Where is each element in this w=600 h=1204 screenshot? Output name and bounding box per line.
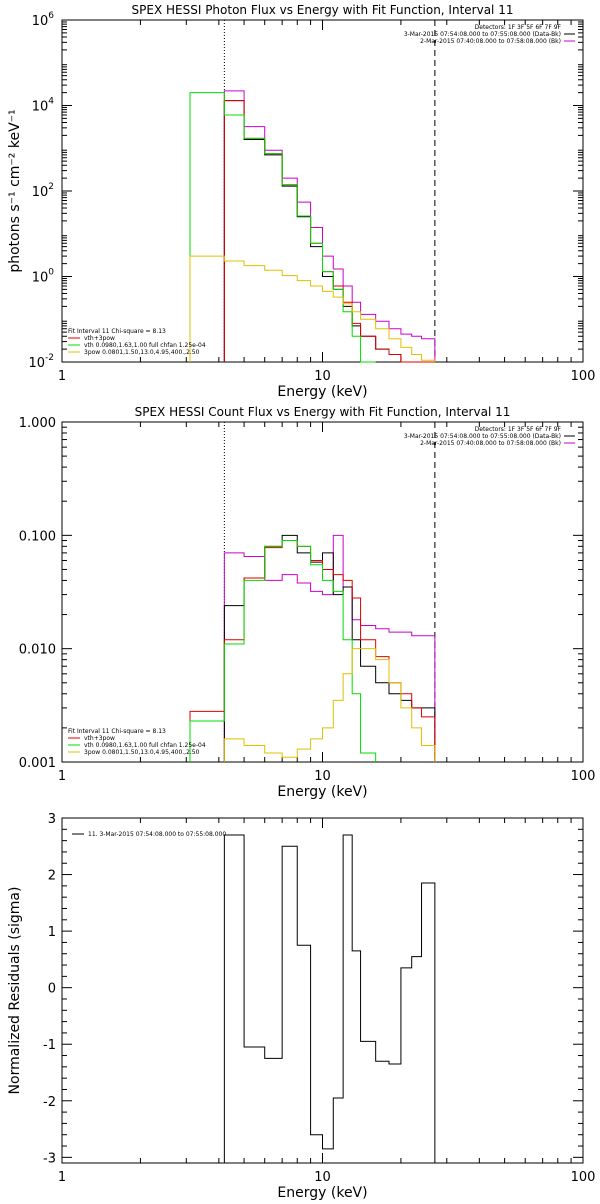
x-tick-label: 1 [58,369,66,384]
series-background-line [223,534,436,762]
panel-photon: SPEX HESSI Photon Flux vs Energy with Fi… [7,3,595,400]
series-background-line [223,90,436,362]
series-vth_spow-line [189,540,436,762]
y-tick-label: 2 [48,869,56,884]
legend-fit-entry: Fit Interval 11 Chi-square = 8.13 [68,328,166,335]
legend-interval-entry: 11. 3-Mar-2015 07:54:08.000 to 07:55:08.… [88,831,226,838]
y-tick-base: 10 [32,185,49,200]
y-tick-label: -1 [43,1038,56,1053]
legend-top-entry: Detectors: 1F 3F 5F 6F 7F 9F [475,426,562,433]
y-tick-label: 0.010 [19,643,56,658]
x-tick-label: 1 [58,1170,66,1185]
legend-top-entry: 2-Mar-2015 07:40:08.000 to 07:58:08.000 … [420,440,561,447]
y-tick-label: 3 [48,812,56,827]
y-tick-label: 0.001 [19,756,56,771]
series-spow-line [189,255,436,362]
x-tick-label: 10 [314,369,331,384]
legend-fit-entry: vth 0.0980,1.63,1.00 full chfan 1.25e-04 [84,342,206,349]
y-tick-base: 10 [32,14,49,29]
x-tick-label: 1 [58,769,66,784]
y-axis-label: Normalized Residuals (sigma) [7,887,23,1095]
y-tick-label: 1.000 [19,416,56,431]
y-tick-label: 1 [48,925,56,940]
series-vth-line [189,92,376,363]
x-tick-label: 100 [571,769,596,784]
y-tick-base: 10 [28,356,45,371]
y-tick-label: 0 [48,982,56,997]
panel-count: SPEX HESSI Count Flux vs Energy with Fit… [19,405,596,800]
x-tick-label: 100 [571,369,596,384]
series-vth-line [189,540,377,762]
legend-fit-entry: Fit Interval 11 Chi-square = 8.13 [68,728,166,735]
x-tick-label: 10 [314,769,331,784]
y-tick-label: 0.100 [19,529,56,544]
y-axis-label: photons s⁻¹ cm⁻² keV⁻¹ [7,109,23,272]
plot-frame [61,817,584,1164]
legend-fit-entry: vth+3pow [84,735,115,742]
series-spow-line [223,648,436,762]
legend-top-entry: 2-Mar-2015 07:40:08.000 to 07:58:08.000 … [420,38,561,45]
legend-top-entry: 3-Mar-2015 07:54:08.000 to 07:55:08.000 … [404,31,561,38]
chart-title: SPEX HESSI Photon Flux vs Energy with Fi… [132,3,514,17]
y-tick-label: 104 [32,97,55,115]
panel-residuals: 1 10 100 -3 -2 -1 0 1 2 3 Energy (keV) Normalized R… [7,812,596,1201]
y-tick-exponent: 4 [48,97,54,107]
legend-fit-entry: 3pow 0.0801,1.50,13.0,4.95,400.,2.50 [84,749,200,756]
y-tick-label: 100 [32,268,55,286]
y-tick-exponent: -2 [45,353,54,363]
x-axis-label: Energy (keV) [277,384,367,400]
y-tick-label: 10-2 [28,353,54,371]
series-total-line [223,100,435,363]
x-axis-label: Energy (keV) [277,784,367,800]
y-tick-label: -3 [43,1151,56,1166]
chart-title: SPEX HESSI Count Flux vs Energy with Fit… [135,405,511,419]
plot-frame [61,19,584,363]
y-tick-exponent: 0 [48,268,54,278]
legend-fit-entry: vth 0.0980,1.63,1.00 full chfan 1.25e-04 [84,742,206,749]
y-tick-exponent: 2 [48,182,54,192]
y-tick-base: 10 [32,100,49,115]
x-tick-label: 100 [571,1170,596,1185]
y-tick-label: 106 [32,11,55,29]
legend-fit-entry: vth+3pow [84,335,115,342]
y-tick-exponent: 6 [48,11,54,21]
legend-top-entry: 3-Mar-2015 07:54:08.000 to 07:55:08.000 … [404,433,561,440]
x-tick-label: 10 [314,1170,331,1185]
y-tick-label: -2 [43,1095,56,1110]
y-tick-base: 10 [32,271,49,286]
x-axis-label: Energy (keV) [277,1185,367,1200]
legend-fit-entry: 3pow 0.0801,1.50,13.0,4.95,400.,2.50 [84,349,200,356]
y-tick-label: 102 [32,182,54,200]
series-total-line [223,834,436,1163]
legend-top-entry: Detectors: 1F 3F 5F 6F 7F 9F [475,24,562,31]
